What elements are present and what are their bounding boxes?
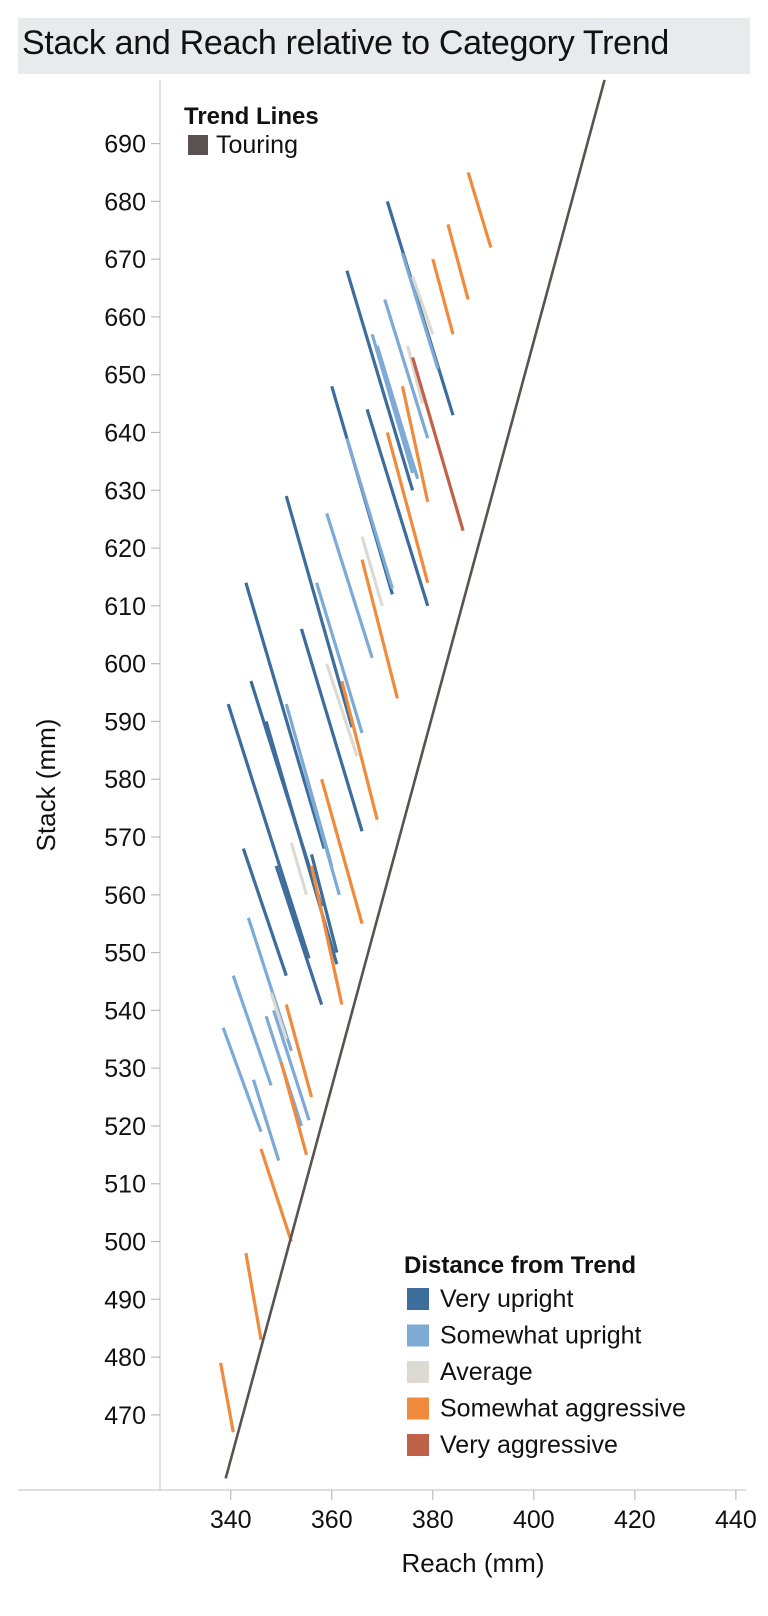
stack-reach-segment: [226, 703, 311, 959]
stack-reach-segment: [365, 408, 430, 607]
stack-reach-segment: [411, 275, 435, 335]
stack-reach-segment: [385, 432, 430, 584]
stack-reach-segment: [375, 345, 420, 480]
stack-reach-segment: [272, 1009, 311, 1121]
y-tick-label: 660: [104, 304, 146, 332]
y-tick-label: 530: [104, 1055, 146, 1083]
y-tick-label: 670: [104, 246, 146, 274]
segments-layer: [219, 171, 493, 1433]
y-tick-label: 480: [104, 1344, 146, 1372]
y-tick-label: 490: [104, 1286, 146, 1314]
stack-reach-segment: [315, 582, 364, 734]
y-tick-label: 570: [104, 824, 146, 852]
stack-reach-segment: [345, 437, 394, 589]
y-tick-label: 470: [104, 1402, 146, 1430]
stack-reach-segment: [360, 559, 399, 699]
stack-reach-segment: [400, 385, 430, 503]
x-tick-label: 380: [412, 1506, 454, 1534]
y-tick-label: 580: [104, 766, 146, 794]
y-tick-label: 550: [104, 940, 146, 968]
stack-reach-segment: [284, 1004, 314, 1098]
x-tick-label: 420: [614, 1506, 656, 1534]
stack-reach-segment: [244, 1252, 263, 1341]
chart-title-bar: Stack and Reach relative to Category Tre…: [18, 18, 750, 74]
stack-reach-segment: [400, 252, 440, 370]
y-tick-label: 680: [104, 188, 146, 216]
trend-layer: [224, 79, 606, 1479]
legend-distance-label: Very upright: [440, 1285, 573, 1313]
stack-reach-segment: [411, 356, 465, 532]
x-tick-label: 400: [513, 1506, 555, 1534]
y-tick-label: 640: [104, 420, 146, 448]
legend-distance-label: Average: [440, 1358, 533, 1386]
legend-distance-label: Somewhat upright: [440, 1322, 642, 1350]
stack-reach-segment: [269, 992, 288, 1040]
chart-title: Stack and Reach relative to Category Tre…: [22, 24, 669, 62]
stack-reach-segment: [345, 270, 415, 491]
legend-trend-title: Trend Lines: [184, 103, 319, 130]
stack-reach-segment: [241, 848, 288, 977]
y-tick-label: 690: [104, 131, 146, 159]
y-axis-title: Stack (mm): [31, 719, 61, 852]
stack-reach-segment: [446, 224, 470, 301]
x-tick-label: 340: [210, 1506, 252, 1534]
stack-reach-segment: [320, 778, 364, 925]
y-tick-label: 500: [104, 1229, 146, 1257]
stack-reach-segment: [466, 171, 493, 249]
stack-reach-segment: [284, 495, 354, 728]
trend-line-touring: [224, 79, 606, 1479]
y-tick-label: 590: [104, 708, 146, 736]
stack-reach-segment: [360, 536, 384, 607]
y-tick-label: 610: [104, 593, 146, 621]
stack-reach-segment: [304, 778, 341, 896]
y-tick-label: 630: [104, 477, 146, 505]
stack-reach-segment: [244, 582, 326, 850]
stack-reach-segment: [310, 853, 339, 953]
legend-distance-swatch: [407, 1397, 429, 1420]
stack-reach-segment: [221, 1027, 263, 1133]
axes-layer: 470 480 490 500 510 520 530 540 550 560 570 580 590 6…: [18, 80, 757, 1578]
stack-reach-segment: [299, 628, 364, 832]
y-tick-label: 600: [104, 651, 146, 679]
stack-reach-segment: [231, 975, 273, 1087]
stack-reach-segment: [405, 345, 425, 405]
stack-reach-segment: [325, 663, 359, 757]
y-tick-label: 540: [104, 997, 146, 1025]
y-tick-label: 510: [104, 1171, 146, 1199]
legend-distance-swatch: [407, 1434, 429, 1456]
y-tick-label: 560: [104, 882, 146, 910]
stack-reach-segment: [431, 258, 455, 335]
y-tick-label: 520: [104, 1113, 146, 1141]
legend-trend-swatch: [188, 135, 208, 155]
x-tick-label: 440: [715, 1506, 757, 1534]
legend-distance-title: Distance from Trend: [404, 1252, 636, 1279]
stack-reach-segment: [289, 842, 309, 896]
x-tick-label: 360: [311, 1506, 353, 1534]
stack-reach-segment: [340, 680, 379, 821]
stack-reach-segment: [383, 299, 430, 439]
legend-distance-swatch: [407, 1324, 429, 1347]
stack-reach-segment: [309, 865, 344, 1005]
stack-reach-segment: [274, 865, 324, 1006]
y-tick-label: 620: [104, 535, 146, 563]
stack-reach-segment: [279, 1061, 309, 1156]
stack-reach-segment: [370, 333, 415, 474]
legend-distance-swatch: [407, 1361, 429, 1383]
x-axis-title: Reach (mm): [401, 1548, 544, 1578]
stack-reach-segment: [251, 1079, 281, 1162]
y-tick-label: 650: [104, 362, 146, 390]
stack-reach-segment: [325, 512, 374, 659]
legend-distance-swatch: [407, 1288, 429, 1310]
stack-reach-segment: [219, 1362, 235, 1433]
legend-distance-label: Somewhat aggressive: [440, 1395, 686, 1423]
stack-reach-segment: [259, 1148, 293, 1243]
legend-distance-label: Very aggressive: [440, 1431, 618, 1459]
legend-trend-label: Touring: [216, 131, 298, 159]
